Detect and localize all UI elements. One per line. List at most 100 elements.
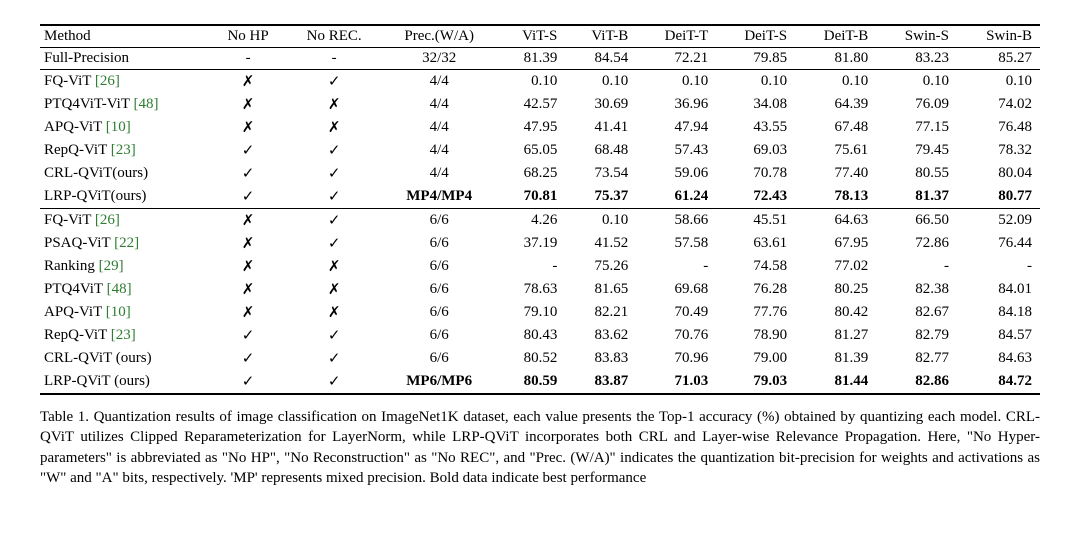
method-name: Full-Precision [44, 50, 129, 66]
method-name: APQ-ViT [44, 119, 102, 135]
method-cell: CRL-QViT(ours) [40, 162, 210, 185]
table-row: FQ-ViT [26]✗✓6/64.260.1058.6645.5164.636… [40, 209, 1040, 233]
method-name: PSAQ-ViT [44, 235, 110, 251]
prec-cell: MP4/MP4 [382, 185, 497, 209]
value-cell: 83.23 [876, 48, 957, 70]
value-cell: 37.19 [497, 232, 566, 255]
value-cell: 57.43 [636, 139, 716, 162]
column-header: ViT-S [497, 25, 566, 48]
no-hp-cell: ✓ [210, 185, 287, 209]
value-cell: 72.21 [636, 48, 716, 70]
results-table: MethodNo HPNo REC.Prec.(W/A)ViT-SViT-BDe… [40, 24, 1040, 395]
value-cell: 74.58 [716, 255, 795, 278]
table-row: Ranking [29]✗✗6/6-75.26-74.5877.02-- [40, 255, 1040, 278]
value-cell: 79.85 [716, 48, 795, 70]
method-cell: PSAQ-ViT [22] [40, 232, 210, 255]
value-cell: 80.77 [957, 185, 1040, 209]
column-header: No HP [210, 25, 287, 48]
value-cell: 76.44 [957, 232, 1040, 255]
no-rec-cell: ✓ [287, 185, 382, 209]
no-hp-cell: ✗ [210, 116, 287, 139]
value-cell: 82.77 [876, 347, 957, 370]
method-cell: Full-Precision [40, 48, 210, 70]
method-cell: APQ-ViT [10] [40, 116, 210, 139]
value-cell: 70.49 [636, 301, 716, 324]
value-cell: 72.43 [716, 185, 795, 209]
value-cell: 80.42 [795, 301, 876, 324]
table-row: PTQ4ViT-ViT [48]✗✗4/442.5730.6936.9634.0… [40, 93, 1040, 116]
method-name: Ranking [44, 258, 95, 274]
method-cell: RepQ-ViT [23] [40, 139, 210, 162]
column-header: DeiT-S [716, 25, 795, 48]
method-cell: PTQ4ViT-ViT [48] [40, 93, 210, 116]
value-cell: 81.39 [497, 48, 566, 70]
column-header: Method [40, 25, 210, 48]
value-cell: 77.76 [716, 301, 795, 324]
value-cell: 57.58 [636, 232, 716, 255]
value-cell: 79.45 [876, 139, 957, 162]
value-cell: 71.03 [636, 370, 716, 394]
prec-cell: 6/6 [382, 209, 497, 233]
value-cell: 72.86 [876, 232, 957, 255]
value-cell: 84.57 [957, 324, 1040, 347]
method-name: LRP-QViT(ours) [44, 188, 146, 204]
table-row: LRP-QViT(ours)✓✓MP4/MP470.8175.3761.2472… [40, 185, 1040, 209]
prec-cell: 6/6 [382, 324, 497, 347]
value-cell: 70.76 [636, 324, 716, 347]
table-row: APQ-ViT [10]✗✗4/447.9541.4147.9443.5567.… [40, 116, 1040, 139]
value-cell: 47.94 [636, 116, 716, 139]
citation-ref: [26] [95, 212, 120, 228]
method-name: PTQ4ViT-ViT [44, 96, 130, 112]
value-cell: 77.40 [795, 162, 876, 185]
value-cell: 0.10 [636, 70, 716, 94]
value-cell: 76.28 [716, 278, 795, 301]
value-cell: 81.39 [795, 347, 876, 370]
value-cell: 64.39 [795, 93, 876, 116]
value-cell: 76.09 [876, 93, 957, 116]
value-cell: 79.03 [716, 370, 795, 394]
method-cell: PTQ4ViT [48] [40, 278, 210, 301]
value-cell: - [876, 255, 957, 278]
value-cell: 82.67 [876, 301, 957, 324]
method-name: APQ-ViT [44, 304, 102, 320]
value-cell: 81.65 [565, 278, 636, 301]
table-row: PSAQ-ViT [22]✗✓6/637.1941.5257.5863.6167… [40, 232, 1040, 255]
value-cell: 0.10 [497, 70, 566, 94]
method-name: RepQ-ViT [44, 142, 107, 158]
value-cell: 83.83 [565, 347, 636, 370]
no-rec-cell: ✗ [287, 116, 382, 139]
no-rec-cell: ✓ [287, 324, 382, 347]
no-rec-cell: ✓ [287, 347, 382, 370]
no-rec-cell: ✓ [287, 139, 382, 162]
no-hp-cell: ✗ [210, 70, 287, 94]
value-cell: 80.25 [795, 278, 876, 301]
no-rec-cell: ✓ [287, 162, 382, 185]
method-name: FQ-ViT [44, 212, 91, 228]
value-cell: 83.62 [565, 324, 636, 347]
method-name: RepQ-ViT [44, 327, 107, 343]
no-hp-cell: ✗ [210, 301, 287, 324]
column-header: DeiT-T [636, 25, 716, 48]
value-cell: 75.61 [795, 139, 876, 162]
value-cell: 45.51 [716, 209, 795, 233]
no-hp-cell: ✗ [210, 278, 287, 301]
value-cell: 34.08 [716, 93, 795, 116]
no-rec-cell: ✓ [287, 209, 382, 233]
citation-ref: [10] [106, 304, 131, 320]
value-cell: 81.44 [795, 370, 876, 394]
no-rec-cell: ✗ [287, 255, 382, 278]
value-cell: 0.10 [716, 70, 795, 94]
prec-cell: MP6/MP6 [382, 370, 497, 394]
no-rec-cell: ✓ [287, 232, 382, 255]
method-cell: Ranking [29] [40, 255, 210, 278]
value-cell: 41.41 [565, 116, 636, 139]
method-cell: APQ-ViT [10] [40, 301, 210, 324]
prec-cell: 6/6 [382, 278, 497, 301]
value-cell: 82.86 [876, 370, 957, 394]
value-cell: 66.50 [876, 209, 957, 233]
method-name: CRL-QViT(ours) [44, 165, 148, 181]
method-name: PTQ4ViT [44, 281, 103, 297]
value-cell: 0.10 [876, 70, 957, 94]
table-row: RepQ-ViT [23]✓✓6/680.4383.6270.7678.9081… [40, 324, 1040, 347]
value-cell: 84.54 [565, 48, 636, 70]
